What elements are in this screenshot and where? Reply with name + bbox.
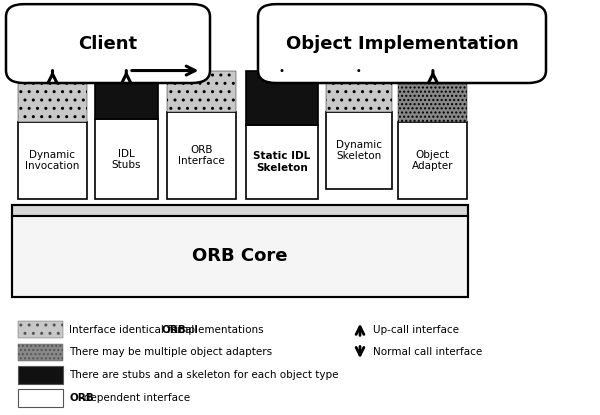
Text: Up-call interface: Up-call interface bbox=[373, 325, 459, 334]
Bar bbox=[12, 205, 468, 297]
Text: Normal call interface: Normal call interface bbox=[373, 347, 482, 357]
Bar bbox=[18, 71, 87, 122]
FancyBboxPatch shape bbox=[6, 4, 210, 83]
Text: Static IDL
Skeleton: Static IDL Skeleton bbox=[253, 151, 311, 173]
Text: There are stubs and a skeleton for each object type: There are stubs and a skeleton for each … bbox=[69, 370, 338, 380]
Bar bbox=[18, 321, 63, 338]
Bar bbox=[167, 71, 236, 112]
Bar bbox=[12, 216, 468, 297]
Bar bbox=[246, 124, 318, 199]
Bar bbox=[18, 344, 63, 361]
Text: -dependent interface: -dependent interface bbox=[80, 393, 190, 403]
Text: implementations: implementations bbox=[172, 325, 264, 334]
Bar bbox=[398, 71, 467, 122]
Text: ORB: ORB bbox=[161, 325, 186, 334]
Text: There may be multiple object adapters: There may be multiple object adapters bbox=[69, 347, 272, 357]
Bar bbox=[18, 389, 63, 407]
Bar bbox=[398, 122, 467, 199]
Bar bbox=[95, 71, 158, 120]
Bar bbox=[95, 120, 158, 199]
Text: Object Implementation: Object Implementation bbox=[286, 34, 518, 53]
Bar bbox=[326, 112, 392, 189]
Text: Dynamic
Skeleton: Dynamic Skeleton bbox=[336, 139, 382, 161]
Bar bbox=[167, 112, 236, 199]
Text: Dynamic
Invocation: Dynamic Invocation bbox=[25, 150, 80, 171]
Text: ORB: ORB bbox=[69, 393, 94, 403]
Text: ORB
Interface: ORB Interface bbox=[178, 145, 224, 166]
Bar bbox=[18, 366, 63, 384]
Text: Interface identical for all: Interface identical for all bbox=[69, 325, 200, 334]
Bar bbox=[326, 71, 392, 112]
Text: IDL
Stubs: IDL Stubs bbox=[112, 149, 141, 170]
Bar bbox=[12, 205, 468, 216]
Text: Client: Client bbox=[79, 34, 137, 53]
Bar bbox=[18, 122, 87, 199]
Text: Object
Adapter: Object Adapter bbox=[412, 150, 454, 171]
FancyBboxPatch shape bbox=[258, 4, 546, 83]
Text: ORB Core: ORB Core bbox=[192, 247, 288, 265]
Bar bbox=[246, 71, 318, 124]
